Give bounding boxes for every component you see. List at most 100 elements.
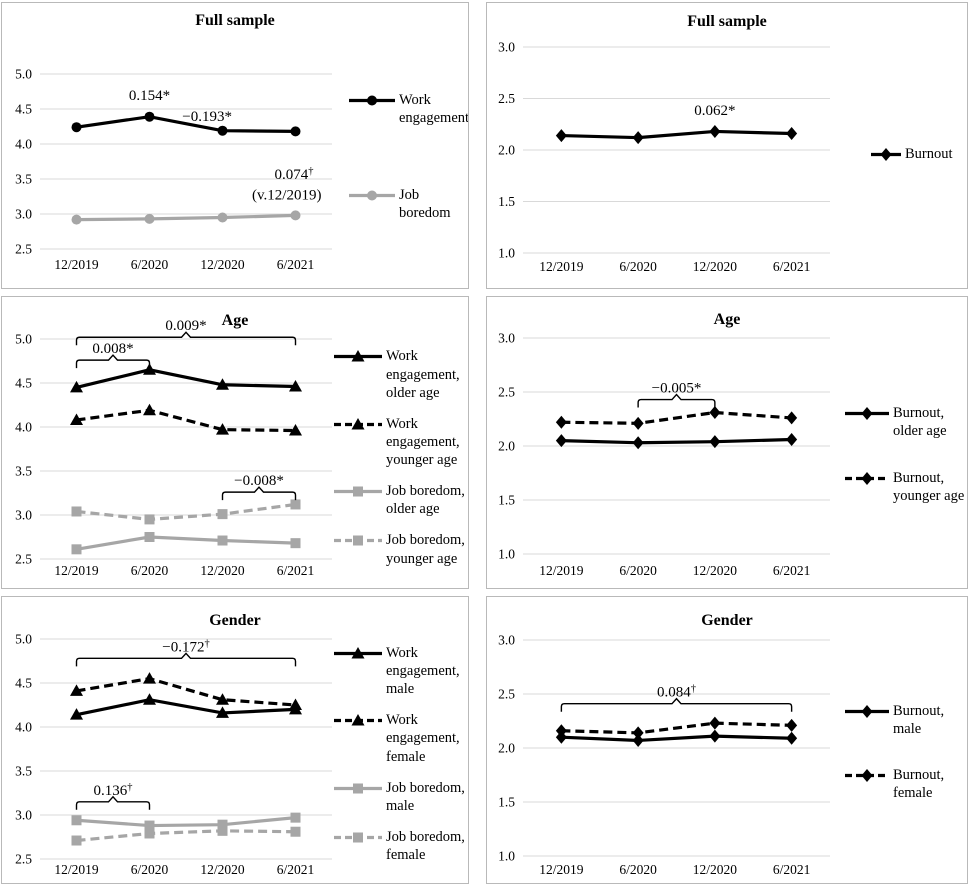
x-tick-label: 6/2021 [773, 563, 811, 578]
data-point-marker [71, 835, 82, 846]
x-tick-label: 12/2020 [693, 862, 738, 877]
data-point-marker [786, 433, 798, 447]
data-point-marker [351, 417, 365, 430]
chart-plot-svg: 5.0 4.5 4.0 3.5 3.0 2.5 12/2019 6/2020 12/2020 6/… [15, 318, 332, 578]
y-tick-label: 3.0 [15, 808, 32, 823]
legend-entry: Work engagement, younger age [334, 415, 468, 469]
data-point-marker [216, 423, 229, 435]
chart-panel-age-engagement-boredom: Age 5.0 4.5 4.0 3.5 3.0 2.5 12/2019 6/2020 12/20… [1, 296, 469, 589]
x-tick-label: 6/2021 [277, 862, 315, 877]
significance-bracket-label: 0.009* [165, 318, 206, 334]
y-tick-label: 3.5 [15, 464, 32, 479]
chart-legend: Burnout, older age Burnout, younger age [845, 321, 967, 588]
significance-bracket-label: 0.084† [657, 684, 696, 701]
data-point-marker [632, 733, 644, 747]
data-point-marker [351, 646, 365, 659]
significance-bracket-label: −0.005* [652, 381, 702, 397]
chart-panel-age-burnout: Age 3.0 2.5 2.0 1.5 1.0 12/2019 6/2020 12/2020 6… [486, 296, 968, 589]
data-point-marker [71, 122, 82, 133]
y-tick-label: 1.0 [498, 849, 515, 864]
y-tick-label: 1.5 [498, 194, 515, 209]
x-tick-label: 12/2019 [539, 563, 584, 578]
data-point-marker [353, 535, 363, 546]
x-tick-label: 12/2020 [200, 257, 245, 272]
series-line [76, 408, 296, 433]
data-point-marker [709, 406, 721, 420]
series-line [76, 816, 296, 828]
legend-label: Burnout [905, 146, 953, 163]
legend-label: Job boredom, older age [386, 483, 465, 518]
y-tick-label: 1.0 [498, 547, 515, 562]
series-line [76, 676, 296, 707]
legend-entry: Work engagement, male [334, 644, 468, 698]
data-point-marker [351, 350, 365, 362]
data-point-marker [555, 415, 567, 429]
legend-entry: Job boredom, female [334, 828, 468, 864]
legend-label: Job boredom, male [386, 779, 465, 814]
data-point-marker [290, 499, 301, 510]
x-tick-label: 12/2020 [200, 862, 245, 877]
x-tick-label: 6/2020 [619, 259, 657, 274]
x-tick-label: 6/2021 [277, 257, 315, 272]
data-point-marker [367, 190, 377, 200]
legend-swatch [845, 471, 889, 485]
data-point-marker [143, 693, 156, 705]
y-tick-label: 4.5 [15, 102, 32, 117]
chart-panel-full-sample-engagement-boredom: Full sample 5.0 4.5 4.0 3.5 3.0 2.5 12/2019 6/2… [1, 2, 469, 289]
y-tick-label: 1.5 [498, 795, 515, 810]
data-point-marker [144, 828, 155, 839]
legend-label: Burnout, younger age [893, 469, 965, 504]
legend-label: Job boredom [399, 186, 451, 221]
x-tick-label: 12/2020 [200, 563, 245, 578]
legend-entry: Job boredom, older age [334, 482, 468, 518]
data-point-marker [289, 380, 302, 392]
chart-panel-gender-engagement-boredom: Gender 5.0 4.5 4.0 3.5 3.0 2.5 12/2019 6/2020 12… [1, 596, 469, 884]
series-line [76, 698, 296, 717]
legend-entry: Burnout, younger age [845, 469, 967, 505]
data-point-marker [143, 672, 156, 684]
data-point-marker [709, 716, 721, 730]
data-point-marker [289, 424, 302, 436]
legend-label: Work engagement, older age [386, 348, 460, 401]
significance-bracket [221, 486, 297, 501]
y-tick-label: 4.0 [15, 137, 32, 152]
data-point-marker [70, 413, 83, 425]
y-tick-label: 5.0 [15, 332, 32, 347]
data-point-marker [290, 210, 301, 221]
chart-panel-gender-burnout: Gender 3.0 2.5 2.0 1.5 1.0 12/2019 6/2020 12/20… [486, 596, 968, 884]
significance-bracket-label: 0.008* [92, 341, 133, 357]
significance-bracket [75, 652, 297, 667]
legend-swatch [334, 417, 382, 430]
chart-title: Full sample [687, 13, 767, 30]
x-tick-label: 6/2020 [619, 563, 657, 578]
data-point-marker [861, 769, 873, 782]
legend-entry: Job boredom, younger age [334, 531, 468, 567]
data-point-marker [217, 509, 228, 520]
data-point-marker [216, 706, 229, 718]
chart-title: Full sample [195, 12, 275, 29]
x-tick-label: 6/2020 [131, 563, 169, 578]
y-tick-label: 2.5 [15, 852, 32, 867]
y-tick-label: 3.0 [15, 508, 32, 523]
data-point-marker [144, 532, 155, 542]
significance-annotation: 0.062* [694, 103, 735, 119]
data-point-marker [353, 832, 363, 843]
data-point-marker [709, 435, 721, 449]
legend-entry: Work engagement, older age [334, 347, 468, 401]
chart-panel-full-sample-burnout: Full sample 3.0 2.5 2.0 1.5 1.0 12/2019 6/2020… [486, 2, 968, 289]
x-tick-label: 6/2020 [619, 862, 657, 877]
data-point-marker [353, 486, 363, 497]
significance-bracket-label: 0.136† [94, 782, 133, 799]
legend-label: Work engagement, male [386, 644, 460, 698]
series-line [76, 213, 296, 222]
data-point-marker [632, 436, 644, 450]
legend-entry: Job boredom, male [334, 779, 468, 815]
y-tick-label: 2.0 [498, 143, 515, 158]
data-point-marker [70, 380, 83, 393]
x-tick-label: 6/2021 [773, 862, 811, 877]
x-tick-label: 12/2020 [693, 563, 738, 578]
chart-title: Gender [209, 612, 261, 629]
data-point-marker [70, 708, 83, 720]
x-tick-label: 12/2019 [539, 862, 584, 877]
